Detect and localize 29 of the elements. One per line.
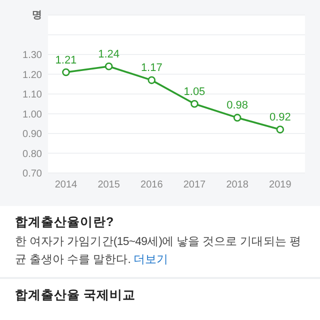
- text: 합계출산율 국제비교: [14, 287, 136, 304]
- x-tick-label: 2016: [140, 180, 164, 190]
- y-tick-label: 0.80: [22, 148, 42, 160]
- y-tick-label: 1.10: [22, 90, 42, 100]
- text: 더보기: [133, 254, 168, 266]
- data-label: 1.24: [98, 48, 120, 60]
- point: [233, 114, 242, 122]
- y-tick-label: 0.70: [22, 168, 42, 180]
- x-tick-label: 2017: [183, 180, 206, 190]
- point: [62, 68, 70, 76]
- point: [104, 62, 113, 70]
- y-tick-label: 0.90: [22, 129, 42, 140]
- data-label: 1.17: [140, 62, 162, 74]
- point: [148, 76, 156, 84]
- text: 합계출산율이란?: [15, 214, 115, 231]
- data-label: 0.92: [269, 112, 291, 124]
- y-tick-label: 1.20: [22, 70, 42, 81]
- data-label: 0.98: [226, 100, 248, 112]
- point: [190, 100, 198, 108]
- y-axis-title: 명: [32, 10, 42, 21]
- data-label: 1.21: [55, 54, 77, 66]
- x-tick-label: 2015: [98, 180, 120, 190]
- data-label: 1.05: [184, 86, 206, 98]
- x-tick-label: 2018: [226, 180, 249, 190]
- y-tick-label: 1.30: [22, 50, 42, 61]
- point: [276, 126, 284, 134]
- y-tick-label: 1.00: [22, 109, 42, 120]
- x-tick-label: 2014: [54, 180, 78, 190]
- x-tick-label: 2019: [269, 180, 292, 190]
